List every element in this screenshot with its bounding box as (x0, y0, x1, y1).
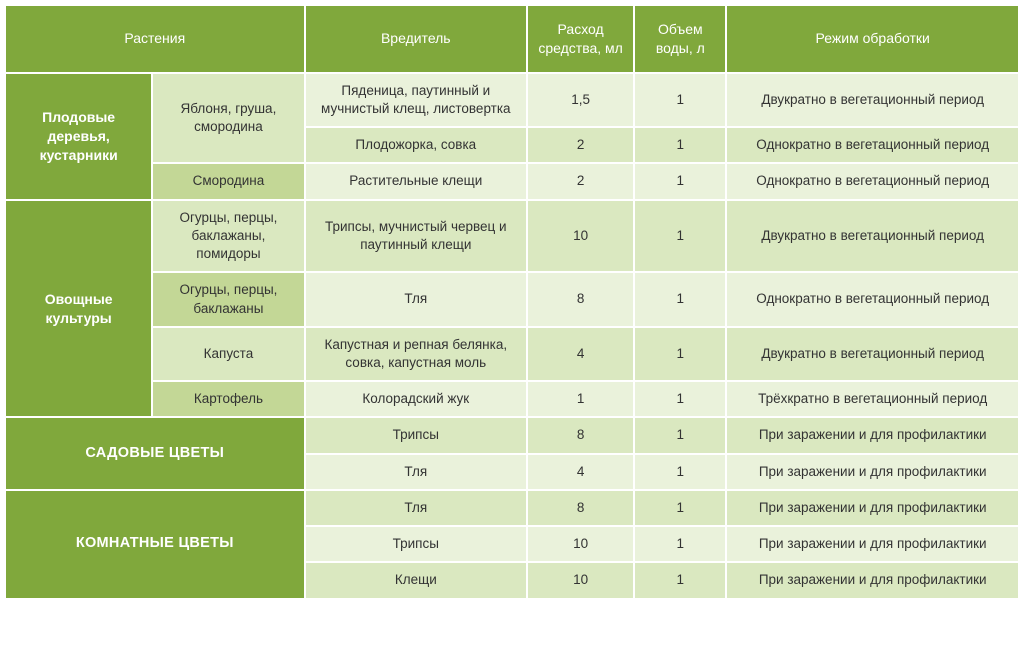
table-row: Капуста Капустная и репная белянка, совк… (6, 328, 1018, 380)
col-plants: Растения (6, 6, 304, 72)
col-water: Объем воды, л (635, 6, 725, 72)
col-dose: Расход средства, мл (528, 6, 633, 72)
cell-pest: Тля (306, 273, 526, 325)
cell-pest: Тля (306, 455, 526, 489)
cell-regime: При заражении и для профилактики (727, 491, 1018, 525)
cell-water: 1 (635, 74, 725, 126)
cell-sub: Смородина (153, 164, 303, 198)
group-garden-flowers: САДОВЫЕ ЦВЕТЫ (6, 418, 304, 488)
cell-dose: 1,5 (528, 74, 633, 126)
table-row: Картофель Колорадский жук 1 1 Трёхкратно… (6, 382, 1018, 416)
treatment-table: Растения Вредитель Расход средства, мл О… (4, 4, 1020, 600)
cell-water: 1 (635, 164, 725, 198)
cell-dose: 2 (528, 164, 633, 198)
col-regime: Режим обработки (727, 6, 1018, 72)
cell-sub: Картофель (153, 382, 303, 416)
cell-regime: Однократно в вегетационный период (727, 164, 1018, 198)
cell-regime: Двукратно в вегетационный период (727, 201, 1018, 272)
cell-pest: Плодожорка, совка (306, 128, 526, 162)
cell-water: 1 (635, 527, 725, 561)
cell-dose: 10 (528, 563, 633, 597)
cell-pest: Клещи (306, 563, 526, 597)
cell-sub: Яблоня, груша, смородина (153, 74, 303, 163)
cell-water: 1 (635, 418, 725, 452)
table-row: Плодовые деревья, кустарники Яблоня, гру… (6, 74, 1018, 126)
cell-sub: Капуста (153, 328, 303, 380)
cell-regime: При заражении и для профилактики (727, 563, 1018, 597)
cell-dose: 10 (528, 201, 633, 272)
group-fruit: Плодовые деревья, кустарники (6, 74, 151, 199)
cell-dose: 1 (528, 382, 633, 416)
cell-regime: Трёхкратно в вегетационный период (727, 382, 1018, 416)
cell-pest: Трипсы (306, 418, 526, 452)
cell-pest: Растительные клещи (306, 164, 526, 198)
cell-dose: 8 (528, 273, 633, 325)
cell-dose: 2 (528, 128, 633, 162)
table-row: Смородина Растительные клещи 2 1 Однокра… (6, 164, 1018, 198)
cell-pest: Колорадский жук (306, 382, 526, 416)
cell-water: 1 (635, 455, 725, 489)
table-row: КОМНАТНЫЕ ЦВЕТЫ Тля 8 1 При заражении и … (6, 491, 1018, 525)
table-row: Огурцы, перцы, баклажаны Тля 8 1 Однокра… (6, 273, 1018, 325)
cell-sub: Огурцы, перцы, баклажаны, помидоры (153, 201, 303, 272)
group-indoor-flowers: КОМНАТНЫЕ ЦВЕТЫ (6, 491, 304, 598)
cell-pest: Капустная и репная белянка, совка, капус… (306, 328, 526, 380)
col-pest: Вредитель (306, 6, 526, 72)
group-veg: Овощные культуры (6, 201, 151, 417)
cell-dose: 4 (528, 455, 633, 489)
cell-dose: 10 (528, 527, 633, 561)
cell-water: 1 (635, 328, 725, 380)
cell-water: 1 (635, 563, 725, 597)
cell-regime: При заражении и для профилактики (727, 527, 1018, 561)
table-row: САДОВЫЕ ЦВЕТЫ Трипсы 8 1 При заражении и… (6, 418, 1018, 452)
cell-regime: Однократно в вегетационный период (727, 128, 1018, 162)
cell-water: 1 (635, 491, 725, 525)
cell-regime: Двукратно в вегетационный период (727, 328, 1018, 380)
cell-pest: Пяденица, паутинный и мучнистый клещ, ли… (306, 74, 526, 126)
cell-water: 1 (635, 273, 725, 325)
cell-regime: Однократно в вегетационный период (727, 273, 1018, 325)
header-row: Растения Вредитель Расход средства, мл О… (6, 6, 1018, 72)
table-row: Овощные культуры Огурцы, перцы, баклажан… (6, 201, 1018, 272)
cell-dose: 8 (528, 418, 633, 452)
cell-pest: Трипсы (306, 527, 526, 561)
cell-regime: При заражении и для профилактики (727, 418, 1018, 452)
cell-regime: При заражении и для профилактики (727, 455, 1018, 489)
cell-water: 1 (635, 201, 725, 272)
cell-dose: 8 (528, 491, 633, 525)
cell-pest: Тля (306, 491, 526, 525)
cell-sub: Огурцы, перцы, баклажаны (153, 273, 303, 325)
cell-regime: Двукратно в вегетационный период (727, 74, 1018, 126)
cell-water: 1 (635, 382, 725, 416)
cell-pest: Трипсы, мучнистый червец и паутинный кле… (306, 201, 526, 272)
cell-water: 1 (635, 128, 725, 162)
cell-dose: 4 (528, 328, 633, 380)
